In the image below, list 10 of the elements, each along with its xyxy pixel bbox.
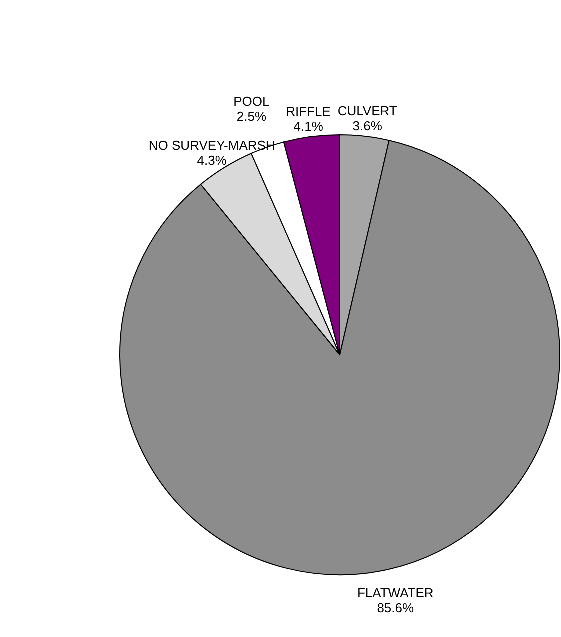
- data-label: 4.1%: [294, 119, 324, 134]
- slice-label: POOL: [234, 94, 270, 109]
- data-label: 85.6%: [377, 600, 415, 616]
- slice-label: FLATWATER: [357, 586, 434, 601]
- slice-label: NO SURVEY-MARSH: [148, 138, 276, 154]
- data-label: 4.3%: [197, 153, 228, 168]
- slice-label: RIFFLE: [286, 104, 332, 120]
- data-label: 3.6%: [352, 118, 383, 134]
- data-label: 2.5%: [236, 108, 267, 124]
- slice-label: CULVERT: [338, 104, 398, 119]
